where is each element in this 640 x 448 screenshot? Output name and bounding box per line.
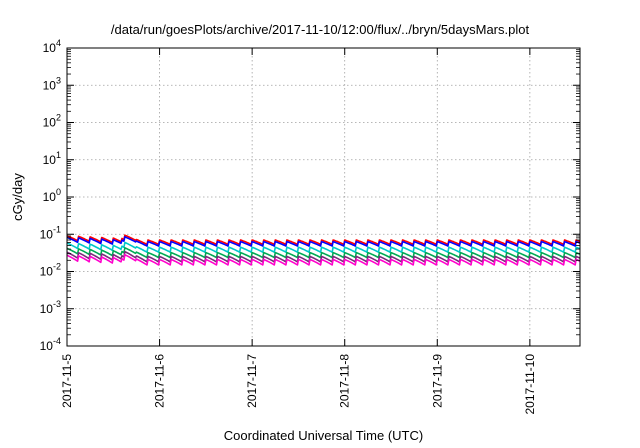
y-tick-label: 10-4 <box>40 336 61 353</box>
series-line-2 <box>66 236 581 247</box>
labels-layer: 10-4 10-3 10-2 10-1 100 101 102 103 104 2017-11-5… <box>10 38 537 443</box>
x-tick-label: 2017-11-7 <box>245 354 259 408</box>
grid-layer <box>67 48 580 346</box>
series-line-6 <box>66 253 581 266</box>
x-tick-label: 2017-11-6 <box>153 354 167 408</box>
chart-title: /data/run/goesPlots/archive/2017-11-10/1… <box>110 22 530 37</box>
x-tick-label: 2017-11-10 <box>523 354 537 415</box>
y-axis-label: cGy/day <box>10 173 25 221</box>
x-axis-label: Coordinated Universal Time (UTC) <box>224 428 423 443</box>
plot-frame <box>66 47 581 347</box>
y-tick-label: 104 <box>43 38 61 55</box>
y-tick-label: 101 <box>43 150 61 167</box>
series-line-4 <box>66 247 581 259</box>
series-line-3 <box>66 241 581 253</box>
axes-layer <box>66 47 581 347</box>
y-tick-label: 102 <box>43 113 61 130</box>
x-tick-label: 2017-11-9 <box>430 354 444 408</box>
y-tick-label: 100 <box>43 187 61 204</box>
y-tick-label: 10-3 <box>40 299 61 316</box>
series-layer <box>66 234 581 266</box>
y-tick-label: 103 <box>43 75 61 92</box>
x-tick-label: 2017-11-5 <box>60 354 74 408</box>
y-tick-label: 10-2 <box>40 262 61 279</box>
y-tick-label: 10-1 <box>40 224 61 241</box>
x-tick-label: 2017-11-8 <box>338 354 352 408</box>
